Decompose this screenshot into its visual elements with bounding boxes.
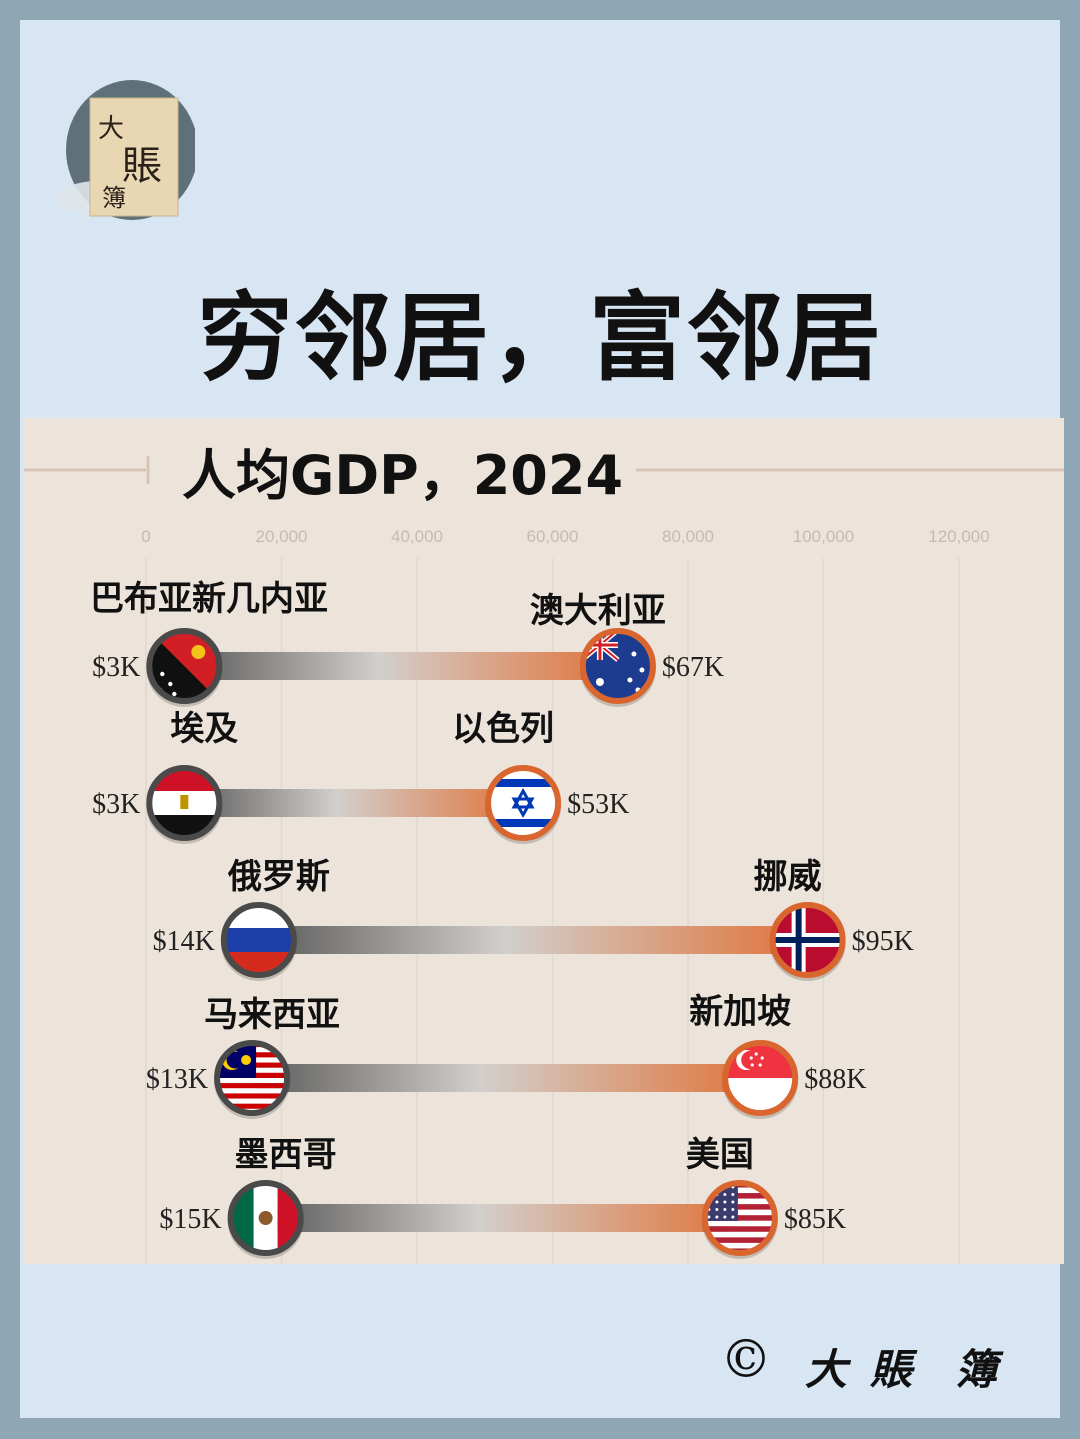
- poor-value-label: $13K: [146, 1064, 208, 1095]
- copyright-symbol: ©: [720, 1330, 772, 1390]
- israel-flag-icon: [485, 765, 562, 844]
- rich-value-label: $95K: [852, 926, 914, 957]
- gdp-bar-1: [184, 789, 524, 817]
- poor-country-label: 俄罗斯: [227, 857, 330, 897]
- tick-label: 20,000: [256, 527, 308, 546]
- tick-label: 0: [141, 527, 150, 546]
- page: 大 賬 簿 穷邻居，富邻居 人均GDP，2024 0 20,000 40,000 60,…: [20, 20, 1064, 1418]
- footer-char-3: 簿: [955, 1345, 998, 1394]
- logo-char-3: 簿: [102, 184, 126, 212]
- tick-label: 100,000: [793, 527, 854, 546]
- rich-country-label: 美国: [686, 1135, 754, 1175]
- rich-country-label: 以色列: [452, 709, 554, 749]
- malaysia-flag-icon: [214, 1040, 291, 1119]
- singapore-flag-icon: [722, 1040, 799, 1119]
- logo-char-2: 賬: [122, 143, 162, 189]
- gdp-bar-4: [265, 1204, 740, 1232]
- poor-country-label: 巴布亚新几内亚: [90, 579, 328, 619]
- tick-label: 80,000: [662, 527, 714, 546]
- footer-char-2: 賬: [870, 1345, 913, 1394]
- logo-char-1: 大: [98, 114, 125, 144]
- poor-value-label: $3K: [92, 789, 140, 820]
- brand-logo: 大 賬 簿: [50, 78, 198, 228]
- russia-flag-icon: [220, 902, 297, 981]
- chart-panel: 人均GDP，2024 0 20,000 40,000 60,000 80,000 100,0…: [24, 418, 1064, 1264]
- rich-country-label: 挪威: [754, 857, 822, 897]
- poor-country-label: 埃及: [170, 709, 238, 749]
- footer-signature: © 大 賬 簿: [720, 1330, 1040, 1400]
- poor-value-label: $3K: [92, 652, 140, 683]
- rich-country-label: 澳大利亚: [530, 591, 666, 631]
- rich-value-label: $88K: [804, 1064, 866, 1095]
- chart-title: 人均GDP，2024: [182, 444, 623, 507]
- tick-label: 120,000: [928, 527, 989, 546]
- egypt-flag-icon: [146, 765, 223, 844]
- tick-label: 40,000: [391, 527, 443, 546]
- rich-value-label: $53K: [567, 789, 629, 820]
- rich-country-label: 新加坡: [689, 992, 791, 1032]
- poor-value-label: $14K: [153, 926, 215, 957]
- papua-new-guinea-flag-icon: [146, 628, 223, 707]
- poor-country-label: 马来西亚: [204, 995, 340, 1035]
- australia-flag-icon: [579, 628, 656, 707]
- poor-value-label: $15K: [159, 1204, 221, 1235]
- gdp-dumbbell-chart: 人均GDP，2024 0 20,000 40,000 60,000 80,000 100,0…: [24, 444, 1064, 1264]
- footer-char-1: 大: [805, 1345, 848, 1394]
- norway-flag-icon: [769, 902, 846, 981]
- rich-value-label: $67K: [662, 652, 724, 683]
- mexico-flag-icon: [227, 1180, 304, 1259]
- tick-label: 60,000: [527, 527, 579, 546]
- usa-flag-icon: [701, 1180, 778, 1259]
- poor-country-label: 墨西哥: [235, 1135, 337, 1175]
- gdp-bar-0: [184, 652, 618, 680]
- page-title: 穷邻居，富邻居: [197, 282, 883, 394]
- gdp-bar-2: [258, 926, 808, 954]
- rich-value-label: $85K: [784, 1204, 846, 1235]
- gdp-bar-3: [252, 1064, 761, 1092]
